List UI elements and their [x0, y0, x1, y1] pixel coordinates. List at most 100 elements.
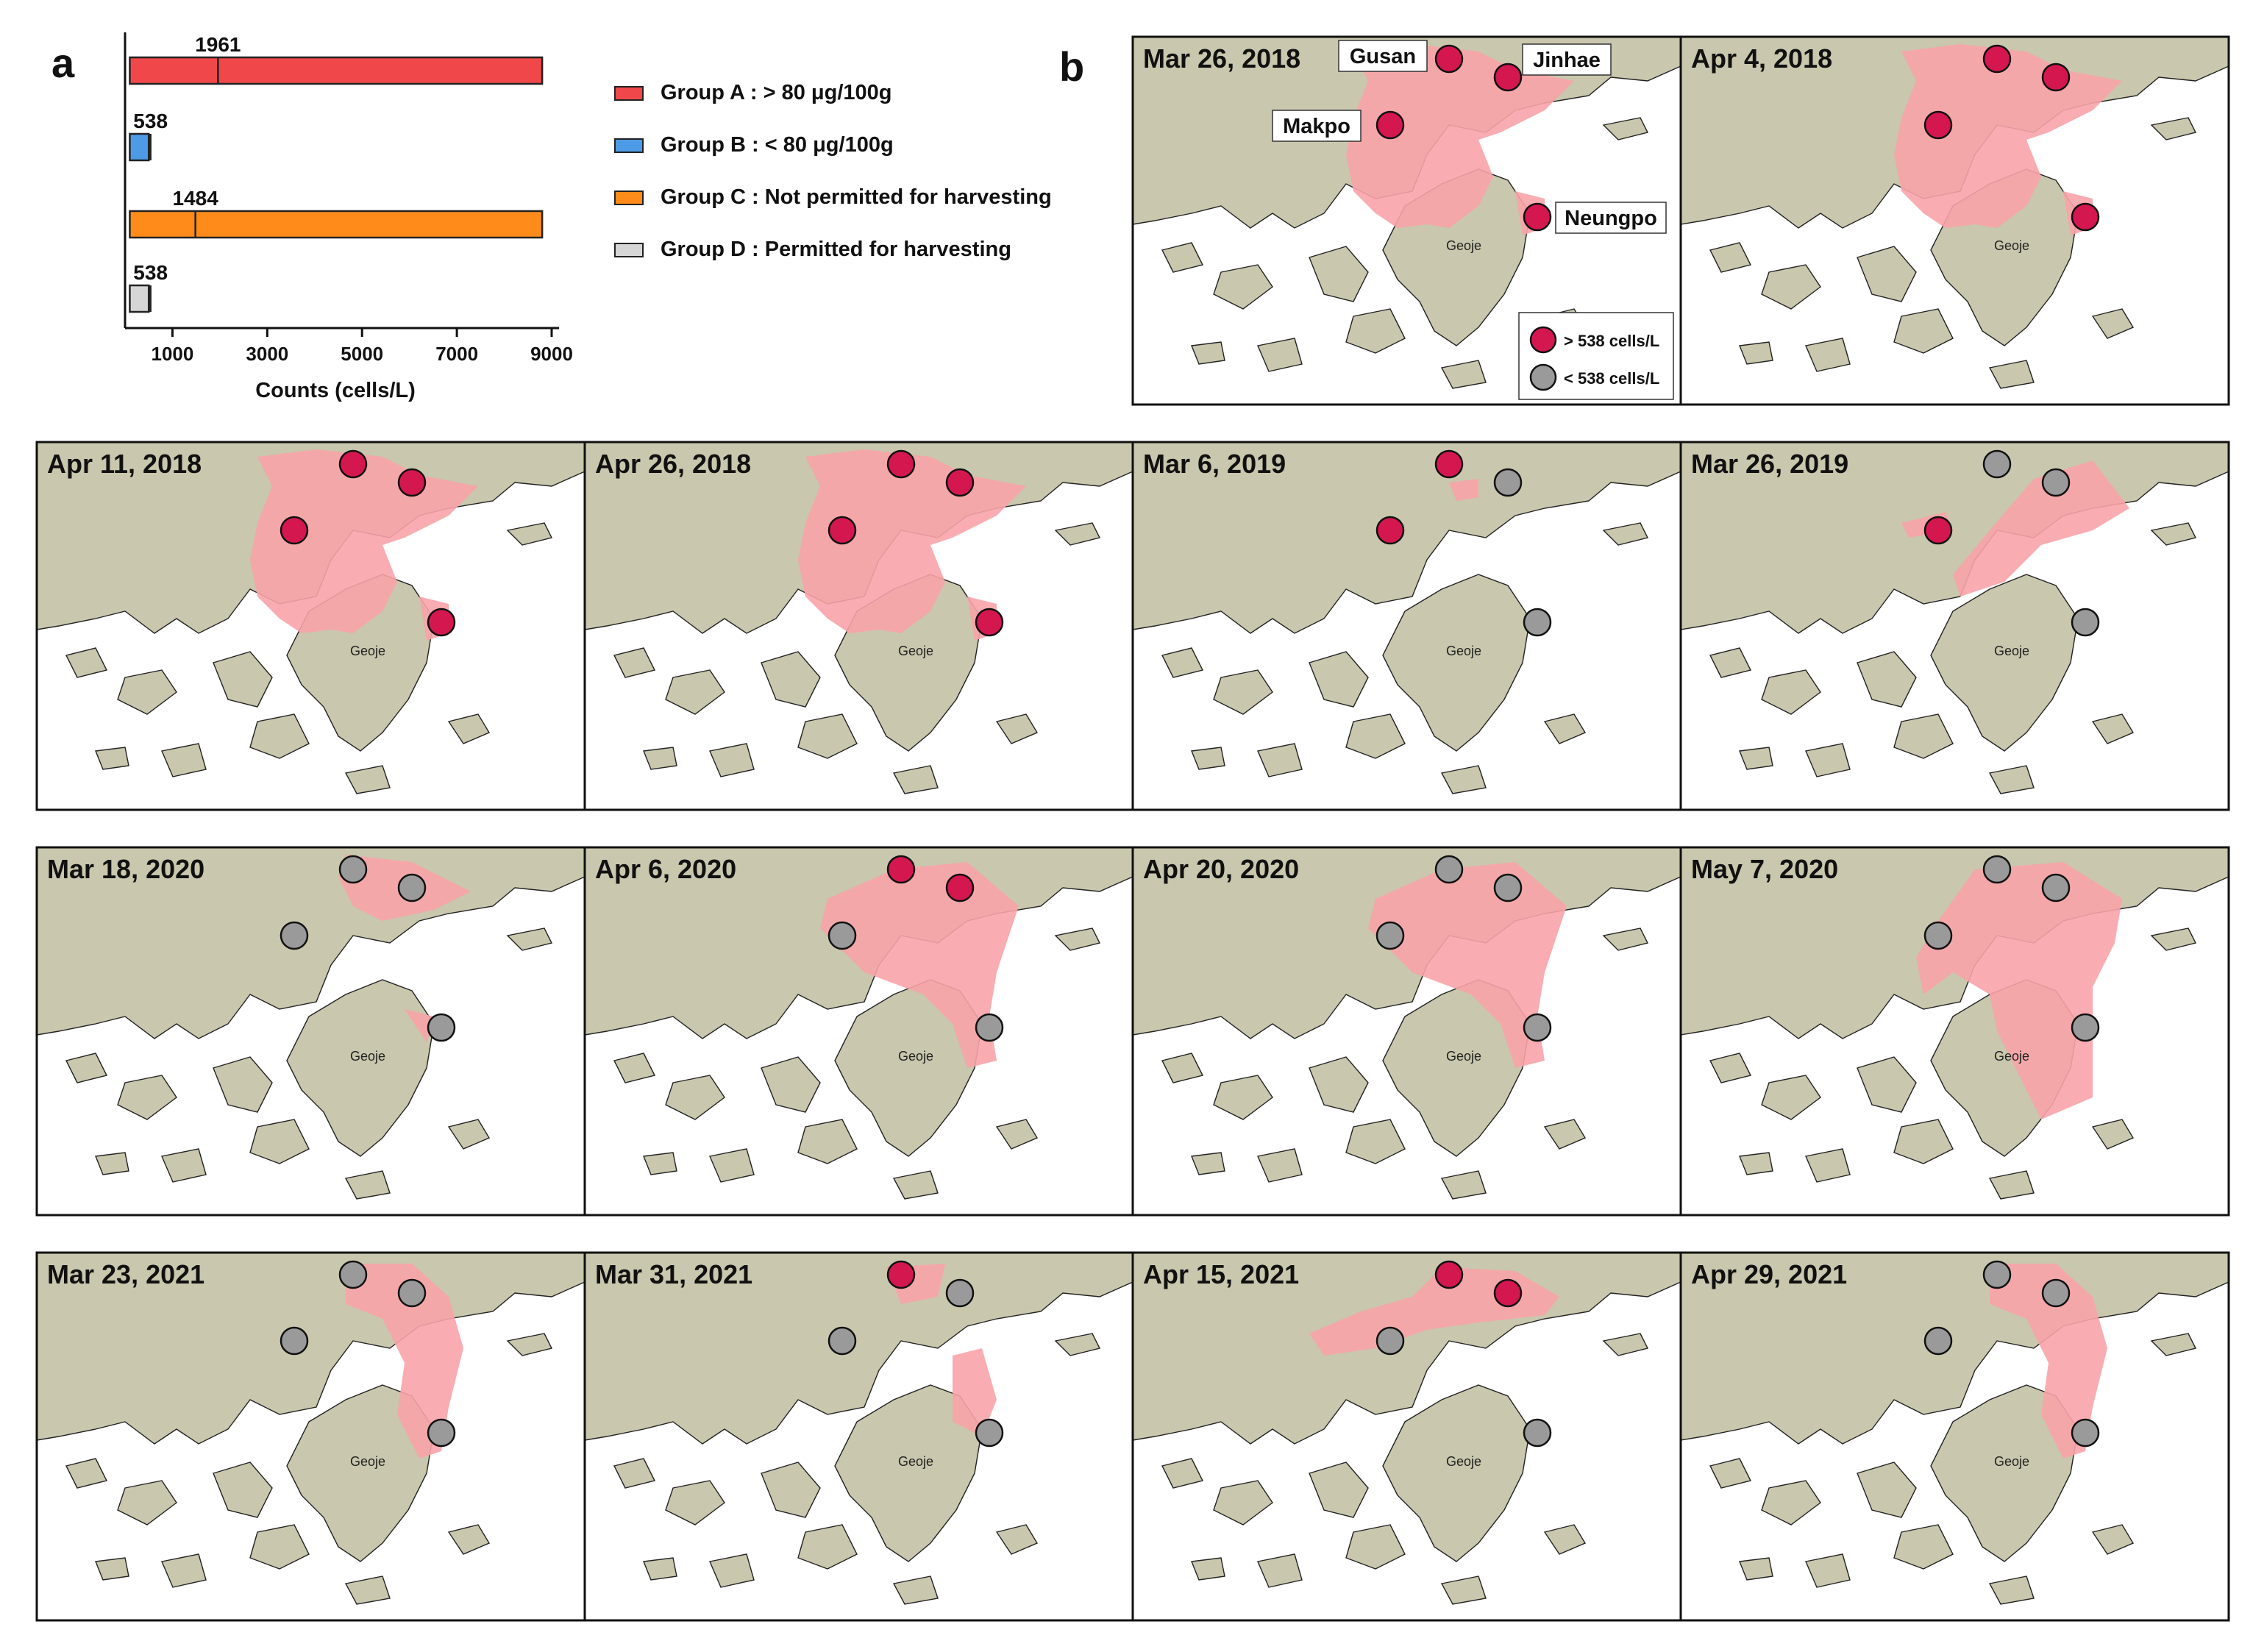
- site-marker: [2041, 468, 2071, 497]
- site-marker: [1982, 44, 2012, 74]
- geoje-label: Geoje: [1994, 1454, 2029, 1469]
- map-frame: [1679, 846, 2230, 1217]
- site-marker: [427, 608, 456, 637]
- site-marker: [1493, 468, 1523, 497]
- site-marker: [1434, 449, 1464, 479]
- site-marker: [1434, 855, 1464, 884]
- bar: [129, 210, 544, 239]
- site-marker: [975, 1013, 1004, 1042]
- site-marker: [397, 1278, 427, 1308]
- site-marker: [1493, 63, 1523, 92]
- bar: [129, 284, 150, 313]
- legend-swatch: [614, 138, 644, 153]
- site-marker: [1523, 608, 1552, 637]
- site-marker: [338, 449, 368, 479]
- bloom-area: [1894, 44, 2122, 235]
- bloom-area: [1449, 479, 1478, 501]
- legend-high-marker: [1529, 326, 1557, 354]
- site-marker: [1375, 921, 1405, 950]
- map-panel: Geoje Mar 31, 2021: [583, 1251, 1134, 1622]
- site-marker: [2041, 63, 2071, 92]
- map-date-label: Mar 23, 2021: [47, 1259, 204, 1289]
- site-marker: [338, 1260, 368, 1289]
- site-marker: [827, 516, 857, 545]
- site-marker: [1493, 873, 1523, 902]
- legend-swatch: [614, 243, 644, 257]
- bloom-area: [250, 449, 478, 641]
- site-marker: [2071, 202, 2100, 232]
- site-name-box: [1522, 43, 1612, 76]
- x-tick-label: 3000: [246, 343, 288, 365]
- geoje-label: Geoje: [1446, 644, 1481, 658]
- site-marker: [397, 873, 427, 902]
- site-marker: [1982, 855, 2012, 884]
- map-date-label: Apr 29, 2021: [1691, 1259, 1847, 1289]
- map-date-label: Apr 20, 2020: [1143, 854, 1299, 884]
- panel-b-label: b: [1059, 43, 1084, 90]
- map-date-label: Mar 26, 2018: [1143, 43, 1300, 74]
- geoje-label: Geoje: [1994, 1049, 2029, 1064]
- bloom-area: [820, 862, 1019, 1068]
- bar-value-label: 538: [133, 261, 168, 284]
- bar: [129, 56, 544, 85]
- map-frame: [1679, 441, 2230, 811]
- map-panel: Geoje Apr 20, 2020: [1131, 846, 1682, 1217]
- legend-label: Group D : Permitted for harvesting: [661, 238, 1011, 261]
- site-marker: [1923, 921, 1953, 950]
- legend-low-marker: [1529, 363, 1557, 391]
- site-marker: [280, 516, 309, 545]
- site-marker: [1523, 202, 1552, 232]
- site-name: Jinhae: [1533, 49, 1601, 72]
- site-marker: [827, 921, 857, 950]
- map-date-label: Apr 6, 2020: [595, 854, 736, 884]
- site-marker: [427, 1418, 456, 1448]
- map-panel: Geoje Mar 23, 2021: [35, 1251, 586, 1622]
- bloom-area: [886, 1264, 997, 1436]
- site-marker: [886, 1260, 916, 1289]
- site-marker: [1493, 1278, 1523, 1308]
- legend-low-label: < 538 cells/L: [1564, 369, 1659, 388]
- site-marker: [975, 608, 1004, 637]
- geoje-label: Geoje: [350, 1454, 385, 1469]
- map-frame: [1679, 35, 2230, 406]
- site-marker: [397, 468, 427, 497]
- site-marker: [1375, 110, 1405, 140]
- bloom-area: [346, 1264, 463, 1459]
- geoje-label: Geoje: [898, 1049, 933, 1064]
- bar-chart: 1961 538 1484 538 1000 3000 5000 7000 9000 Coun…: [124, 32, 573, 402]
- geoje-label: Geoje: [350, 644, 385, 658]
- site-marker: [1523, 1418, 1552, 1448]
- bloom-area: [1901, 460, 2129, 597]
- map-panel: Geoje Mar 18, 2020: [35, 846, 586, 1217]
- map-date-label: Apr 15, 2021: [1143, 1259, 1299, 1289]
- site-name-box: [1338, 40, 1428, 72]
- x-tick-label: 9000: [530, 343, 573, 365]
- geoje-label: Geoje: [1446, 1454, 1481, 1469]
- site-marker: [1434, 1260, 1464, 1289]
- map-date-label: Apr 26, 2018: [595, 449, 751, 479]
- map-date-label: May 7, 2020: [1691, 854, 1838, 884]
- bar-value-label: 1484: [172, 187, 218, 210]
- panel-a-label: a: [51, 40, 75, 86]
- chart-legend: Group A : > 80 μg/100g Group B : < 80 μg/…: [614, 81, 1052, 261]
- x-tick-label: 1000: [152, 343, 194, 365]
- geoje-label: Geoje: [1994, 644, 2029, 658]
- geoje-label: Geoje: [1994, 238, 2029, 253]
- legend-label: Group A : > 80 μg/100g: [661, 81, 892, 104]
- map-panel: Geoje Mar 26, 2019: [1679, 441, 2230, 811]
- bloom-area: [338, 855, 471, 1042]
- site-marker: [1375, 1326, 1405, 1356]
- legend-label: Group B : < 80 μg/100g: [661, 133, 894, 157]
- site-marker: [338, 855, 368, 884]
- site-marker: [1982, 1260, 2012, 1289]
- site-marker: [1923, 516, 1953, 545]
- map-date-label: Mar 31, 2021: [595, 1259, 752, 1289]
- legend-swatch: [614, 191, 644, 205]
- map-panel: Geoje Apr 6, 2020: [583, 846, 1134, 1217]
- site-marker: [1434, 44, 1464, 74]
- site-marker: [886, 855, 916, 884]
- x-axis-label: Counts (cells/L): [255, 379, 416, 402]
- site-name-box: [1272, 110, 1362, 142]
- site-name: Neungpo: [1565, 207, 1657, 230]
